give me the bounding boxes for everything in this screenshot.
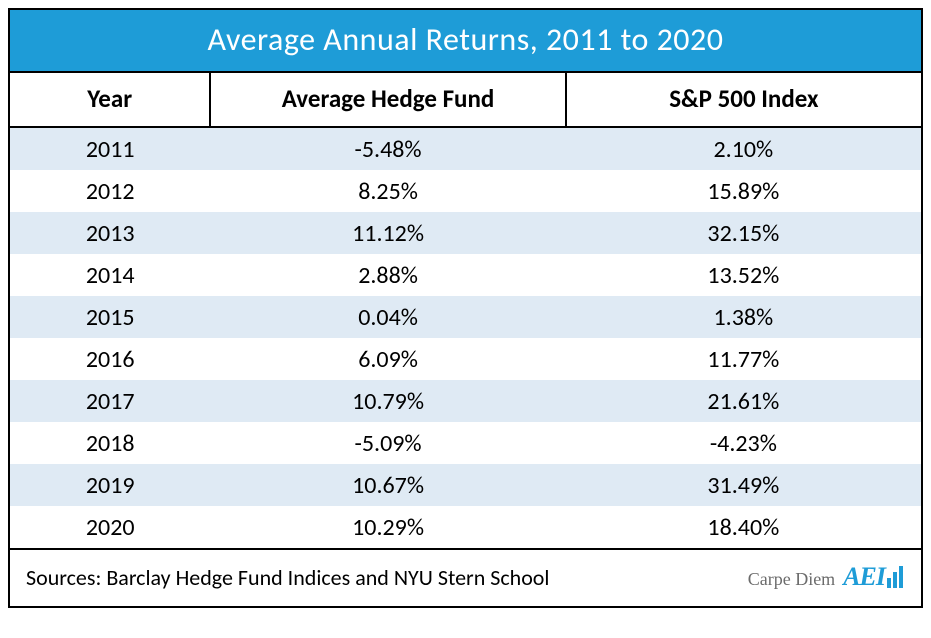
cell-year: 2011	[10, 127, 210, 170]
brand-small-text: Carpe Diem	[748, 569, 835, 590]
cell-sp500: 32.15%	[566, 212, 921, 254]
chart-title: Average Annual Returns, 2011 to 2020	[208, 20, 724, 59]
table-row: 20128.25%15.89%	[10, 170, 921, 212]
col-header-hedge-fund: Average Hedge Fund	[210, 72, 565, 127]
cell-year: 2018	[10, 422, 210, 464]
title-bar: Average Annual Returns, 2011 to 2020	[10, 10, 921, 71]
col-header-sp500: S&P 500 Index	[566, 72, 921, 127]
cell-year: 2015	[10, 296, 210, 338]
cell-sp500: 2.10%	[566, 127, 921, 170]
table-row: 2011-5.48%2.10%	[10, 127, 921, 170]
cell-year: 2016	[10, 338, 210, 380]
table-row: 2018-5.09%-4.23%	[10, 422, 921, 464]
cell-year: 2019	[10, 464, 210, 506]
cell-sp500: 13.52%	[566, 254, 921, 296]
cell-hedge-fund: -5.48%	[210, 127, 565, 170]
cell-hedge-fund: -5.09%	[210, 422, 565, 464]
table-row: 201311.12%32.15%	[10, 212, 921, 254]
cell-sp500: 1.38%	[566, 296, 921, 338]
source-text: Sources: Barclay Hedge Fund Indices and …	[26, 564, 549, 591]
cell-sp500: -4.23%	[566, 422, 921, 464]
brand-block: Carpe Diem AEI	[748, 562, 905, 592]
cell-sp500: 18.40%	[566, 506, 921, 548]
table-row: 202010.29%18.40%	[10, 506, 921, 548]
returns-table: Year Average Hedge Fund S&P 500 Index 20…	[10, 71, 921, 548]
cell-hedge-fund: 10.79%	[210, 380, 565, 422]
cell-year: 2017	[10, 380, 210, 422]
cell-year: 2014	[10, 254, 210, 296]
cell-year: 2013	[10, 212, 210, 254]
aei-logo-text: AEI	[843, 562, 885, 592]
table-row: 201710.79%21.61%	[10, 380, 921, 422]
aei-logo: AEI	[843, 562, 905, 592]
cell-hedge-fund: 8.25%	[210, 170, 565, 212]
table-container: Average Annual Returns, 2011 to 2020 Yea…	[8, 8, 923, 608]
col-header-year: Year	[10, 72, 210, 127]
cell-sp500: 31.49%	[566, 464, 921, 506]
table-body: 2011-5.48%2.10%20128.25%15.89%201311.12%…	[10, 127, 921, 548]
cell-sp500: 21.61%	[566, 380, 921, 422]
cell-hedge-fund: 6.09%	[210, 338, 565, 380]
table-header-row: Year Average Hedge Fund S&P 500 Index	[10, 72, 921, 127]
cell-year: 2012	[10, 170, 210, 212]
footer: Sources: Barclay Hedge Fund Indices and …	[10, 548, 921, 606]
table-row: 20166.09%11.77%	[10, 338, 921, 380]
aei-logo-bars-icon	[887, 566, 905, 588]
cell-sp500: 11.77%	[566, 338, 921, 380]
cell-hedge-fund: 2.88%	[210, 254, 565, 296]
table-row: 20150.04%1.38%	[10, 296, 921, 338]
cell-sp500: 15.89%	[566, 170, 921, 212]
table-row: 20142.88%13.52%	[10, 254, 921, 296]
cell-hedge-fund: 11.12%	[210, 212, 565, 254]
cell-hedge-fund: 10.29%	[210, 506, 565, 548]
cell-hedge-fund: 10.67%	[210, 464, 565, 506]
cell-year: 2020	[10, 506, 210, 548]
cell-hedge-fund: 0.04%	[210, 296, 565, 338]
table-row: 201910.67%31.49%	[10, 464, 921, 506]
